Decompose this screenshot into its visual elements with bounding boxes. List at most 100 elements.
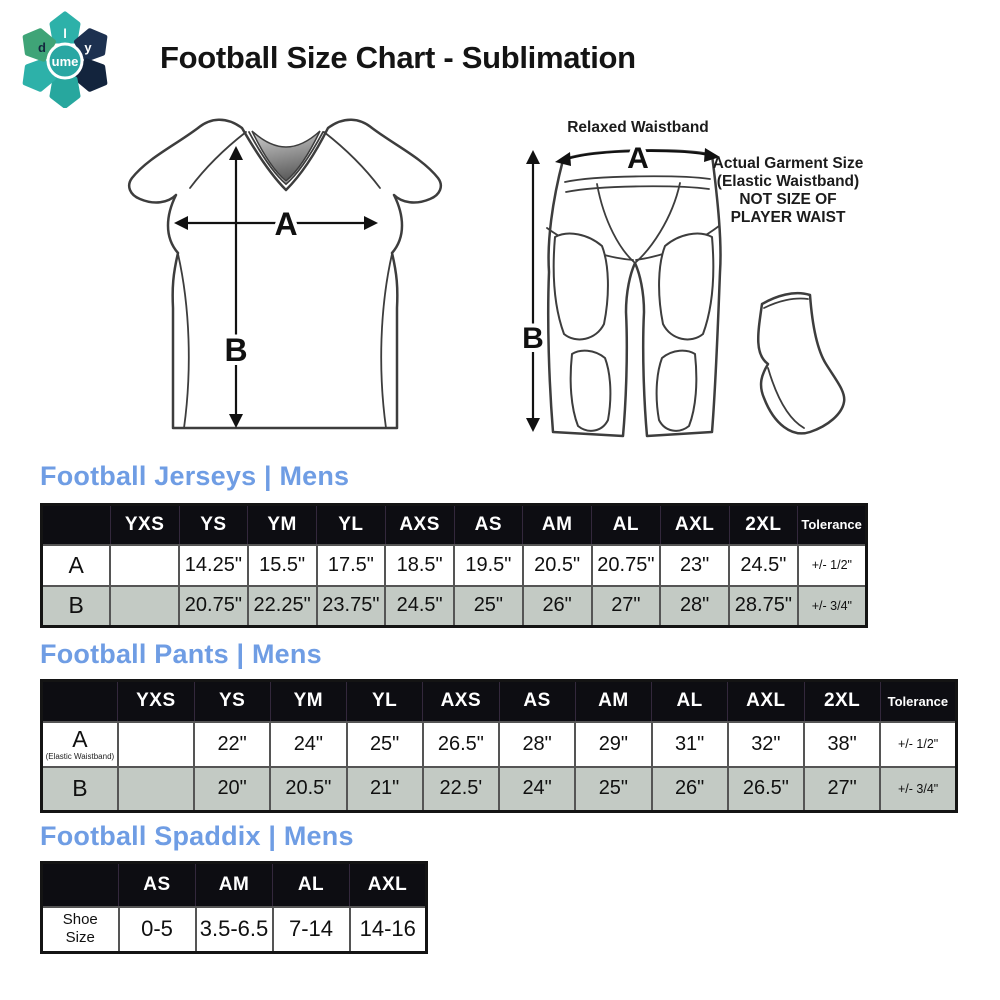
size-cell: 15.5" xyxy=(246,543,318,587)
logo-letter-d: d xyxy=(38,40,46,55)
size-cell: 20.5" xyxy=(521,543,593,587)
row-label: A (Elastic Waistband) xyxy=(40,720,119,768)
column-header: YL xyxy=(345,680,424,722)
table-header-row: AS AM AL AXL xyxy=(41,862,427,907)
spaddix-section-title: Football Spaddix | Mens xyxy=(40,821,354,851)
size-cell: 20" xyxy=(192,765,272,813)
size-cell: 21" xyxy=(345,765,424,813)
size-cell: 28" xyxy=(659,584,730,628)
jerseys-size-table: YXS YS YM YL AXS AS AM AL AXL 2XL Tolerance A 14.25"… xyxy=(40,503,868,628)
note-line: (Elastic Waistband) xyxy=(717,173,859,190)
size-cell: 28" xyxy=(497,720,577,768)
jersey-height-arrow xyxy=(229,146,243,428)
size-cell: 26" xyxy=(521,584,593,628)
size-cell: 22.5' xyxy=(421,765,501,813)
column-header: AXS xyxy=(384,504,455,545)
size-cell: 0-5 xyxy=(117,905,197,954)
size-cell: 25" xyxy=(453,584,524,628)
size-cell: 20.75" xyxy=(178,584,249,628)
column-header: AS xyxy=(498,680,576,722)
size-cell: 19.5" xyxy=(453,543,524,587)
size-cell xyxy=(116,765,196,813)
size-cell xyxy=(109,543,180,587)
garment-size-note: Actual Garment Size (Elastic Waistband) … xyxy=(713,155,864,226)
spaddix-size-table: AS AM AL AXL Shoe Size 0-5 3.5-6.5 7-14 14-16 xyxy=(40,861,428,954)
column-header: Tolerance xyxy=(879,680,958,722)
pants-width-arrow xyxy=(555,148,720,166)
size-cell: 20.75" xyxy=(590,543,662,587)
row-label: A xyxy=(40,543,112,587)
column-header: YXS xyxy=(109,504,180,545)
logo-letter-y: y xyxy=(84,40,92,55)
table-row: B 20" 20.5" 21" 22.5' 24" 25" 26" 26.5" 27" +/- 3/… xyxy=(40,765,958,813)
pants-height-label: B xyxy=(522,322,544,355)
size-cell: 26.5" xyxy=(726,765,806,813)
jersey-right-shoulder-seam xyxy=(323,131,381,189)
column-header: AS xyxy=(118,862,196,907)
table-header-row: YXS YS YM YL AXS AS AM AL AXL 2XL Tolerance xyxy=(40,680,958,722)
note-line: NOT SIZE OF xyxy=(739,191,836,208)
column-header: AM xyxy=(195,862,273,907)
jersey-left-shoulder-seam xyxy=(189,131,247,189)
size-cell: 23.75" xyxy=(315,584,387,628)
column-header: AXL xyxy=(659,504,730,545)
size-cell: 25" xyxy=(574,765,653,813)
column-header: AXL xyxy=(349,862,427,907)
column-header: YXS xyxy=(117,680,195,722)
size-cell: 26" xyxy=(650,765,729,813)
size-cell: 32" xyxy=(726,720,806,768)
column-header: AM xyxy=(574,680,653,722)
pants-section-title: Football Pants | Mens xyxy=(40,639,322,669)
jersey-height-label: B xyxy=(224,332,247,368)
size-cell: 31" xyxy=(650,720,729,768)
logo-center-text: ume xyxy=(52,54,79,69)
size-cell: 24" xyxy=(269,720,348,768)
column-header: Tolerance xyxy=(797,504,867,545)
row-label: Shoe Size xyxy=(40,905,120,954)
note-line: Actual Garment Size xyxy=(713,155,864,172)
pants-waistband-seam2 xyxy=(565,185,710,193)
jersey-neck-opening xyxy=(251,130,321,182)
size-cell xyxy=(109,584,180,628)
page-title: Football Size Chart - Sublimation xyxy=(160,40,636,75)
pants-size-table: YXS YS YM YL AXS AS AM AL AXL 2XL Tolerance A (Elast… xyxy=(40,679,958,813)
column-header xyxy=(41,862,119,907)
pants-left-fly-seam xyxy=(596,183,636,264)
table-row: Shoe Size 0-5 3.5-6.5 7-14 14-16 xyxy=(40,905,428,954)
logo-letter-l: l xyxy=(63,26,67,41)
jersey-diagram: A B xyxy=(128,118,442,430)
size-cell: 27" xyxy=(590,584,662,628)
size-cell: 14.25" xyxy=(178,543,249,587)
size-cell: +/- 3/4" xyxy=(879,765,958,813)
table-row: B 20.75" 22.25" 23.75" 24.5" 25" 26" 27" 28" 28.7… xyxy=(40,584,868,628)
size-cell xyxy=(116,720,196,768)
pants-left-knee-pad xyxy=(569,349,612,432)
size-cell: +/- 3/4" xyxy=(796,584,868,628)
table-header-row: YXS YS YM YL AXS AS AM AL AXL 2XL Tolerance xyxy=(41,504,867,545)
jersey-right-side-seam xyxy=(380,253,393,429)
pants-waistband-seam xyxy=(564,175,711,183)
size-cell: +/- 1/2" xyxy=(796,543,868,587)
row-label: B xyxy=(40,765,119,813)
column-header: AXL xyxy=(727,680,805,722)
jersey-width-label: A xyxy=(274,206,297,242)
pants-left-thigh-pad xyxy=(552,232,609,341)
size-cell: 3.5-6.5 xyxy=(194,905,274,954)
jersey-outline xyxy=(128,118,442,430)
column-header: AS xyxy=(453,504,524,545)
size-cell: 25" xyxy=(345,720,424,768)
column-header: AM xyxy=(522,504,592,545)
table-row: A (Elastic Waistband) 22" 24" 25" 26.5" 28" 29"… xyxy=(40,720,958,768)
size-cell: 24.5" xyxy=(384,584,455,628)
column-header: 2XL xyxy=(803,680,881,722)
column-header: YM xyxy=(269,680,348,722)
jersey-left-side-seam xyxy=(177,253,190,429)
column-header xyxy=(41,504,111,545)
pants-height-arrow xyxy=(526,150,540,432)
pants-right-knee-pad xyxy=(655,349,698,432)
size-cell: 28.75" xyxy=(728,584,799,628)
relaxed-waistband-label: Relaxed Waistband xyxy=(567,119,709,136)
column-header: 2XL xyxy=(728,504,799,545)
column-header: YL xyxy=(316,504,386,545)
